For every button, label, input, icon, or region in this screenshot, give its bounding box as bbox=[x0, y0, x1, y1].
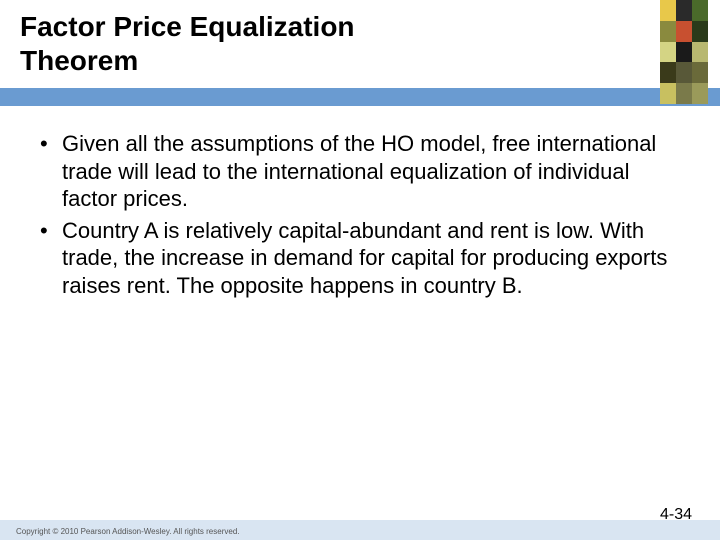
title-line-2: Theorem bbox=[20, 45, 138, 76]
corner-cell bbox=[676, 83, 692, 104]
bullet-item: Country A is relatively capital-abundant… bbox=[40, 217, 690, 300]
footer-area: Copyright © 2010 Pearson Addison-Wesley.… bbox=[0, 512, 720, 540]
corner-cell bbox=[676, 21, 692, 42]
content-area: Given all the assumptions of the HO mode… bbox=[0, 110, 720, 299]
title-underline-bar bbox=[0, 88, 720, 106]
corner-cell bbox=[676, 0, 692, 21]
corner-cell bbox=[660, 62, 676, 83]
slide-title: Factor Price Equalization Theorem bbox=[20, 10, 355, 77]
corner-cell bbox=[676, 62, 692, 83]
corner-cell bbox=[692, 42, 708, 63]
corner-cell bbox=[692, 62, 708, 83]
corner-decorative-graphic bbox=[660, 0, 708, 104]
bullet-item: Given all the assumptions of the HO mode… bbox=[40, 130, 690, 213]
title-line-1: Factor Price Equalization bbox=[20, 11, 355, 42]
page-number: 4-34 bbox=[660, 506, 692, 524]
corner-cell bbox=[660, 0, 676, 21]
corner-cell bbox=[676, 42, 692, 63]
bullet-list: Given all the assumptions of the HO mode… bbox=[40, 130, 690, 299]
header-area: Factor Price Equalization Theorem bbox=[0, 0, 720, 110]
corner-cell bbox=[660, 42, 676, 63]
corner-cell bbox=[692, 0, 708, 21]
copyright-text: Copyright © 2010 Pearson Addison-Wesley.… bbox=[16, 527, 240, 536]
corner-cell bbox=[692, 21, 708, 42]
corner-cell bbox=[692, 83, 708, 104]
corner-cell bbox=[660, 83, 676, 104]
corner-cell bbox=[660, 21, 676, 42]
